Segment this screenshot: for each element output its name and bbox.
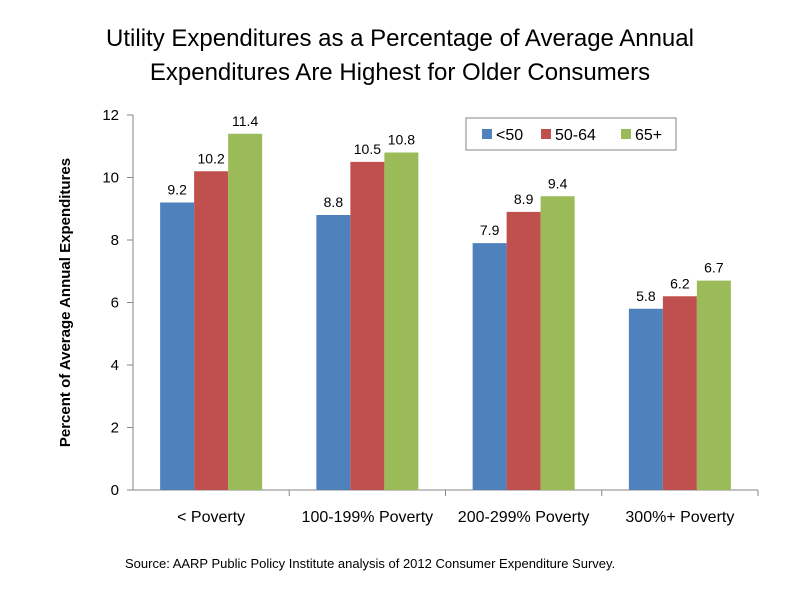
data-label: 7.9 <box>480 222 500 238</box>
bar-65+ <box>540 196 575 490</box>
bar-65+ <box>228 133 263 490</box>
y-axis-label: Percent of Average Annual Expenditures <box>57 158 74 447</box>
data-label: 8.8 <box>324 194 344 210</box>
chart-title-line-1: Utility Expenditures as a Percentage of … <box>106 25 694 52</box>
legend-label: <50 <box>496 127 523 144</box>
x-tick-label: < Poverty <box>177 509 245 526</box>
legend-swatch-65+ <box>621 129 631 139</box>
data-label: 9.2 <box>167 182 187 198</box>
data-label: 11.4 <box>232 113 258 129</box>
y-tick-label: 6 <box>111 295 119 312</box>
data-label: 6.7 <box>704 260 724 276</box>
bar-50-64 <box>662 296 697 490</box>
data-label: 6.2 <box>670 275 690 291</box>
bar-<50 <box>160 202 195 490</box>
data-label: 8.9 <box>514 191 534 207</box>
source-note: Source: AARP Public Policy Institute ana… <box>125 556 616 571</box>
data-label: 9.4 <box>548 175 568 191</box>
chart-title: Utility Expenditures as a Percentage of … <box>0 22 800 90</box>
y-tick-label: 10 <box>102 170 119 187</box>
bar-65+ <box>696 280 731 490</box>
legend-swatch-<50 <box>482 129 492 139</box>
chart-title-line-2: Expenditures Are Highest for Older Consu… <box>149 59 651 86</box>
bar-50-64 <box>506 211 541 490</box>
x-tick-label: 200-299% Poverty <box>458 509 590 526</box>
bar-<50 <box>316 215 351 490</box>
y-tick-label: 2 <box>111 420 119 437</box>
data-label: 10.5 <box>354 141 381 157</box>
x-tick-label: 100-199% Poverty <box>302 509 434 526</box>
y-tick-label: 8 <box>111 232 119 249</box>
bar-<50 <box>472 243 507 490</box>
bar-<50 <box>628 308 663 490</box>
y-tick-label: 12 <box>102 107 119 124</box>
legend-label: 50-64 <box>555 127 596 144</box>
y-tick-label: 0 <box>111 482 119 499</box>
legend-label: 65+ <box>635 127 662 144</box>
legend-box <box>465 117 677 151</box>
data-label: 5.8 <box>636 288 656 304</box>
bar-50-64 <box>194 171 229 490</box>
x-tick-label: 300%+ Poverty <box>625 509 734 526</box>
legend-swatch-50-64 <box>541 129 551 139</box>
data-label: 10.2 <box>198 150 225 166</box>
y-tick-label: 4 <box>111 357 119 374</box>
bar-50-64 <box>350 161 385 490</box>
data-label: 10.8 <box>388 132 415 148</box>
bar-65+ <box>384 152 419 490</box>
